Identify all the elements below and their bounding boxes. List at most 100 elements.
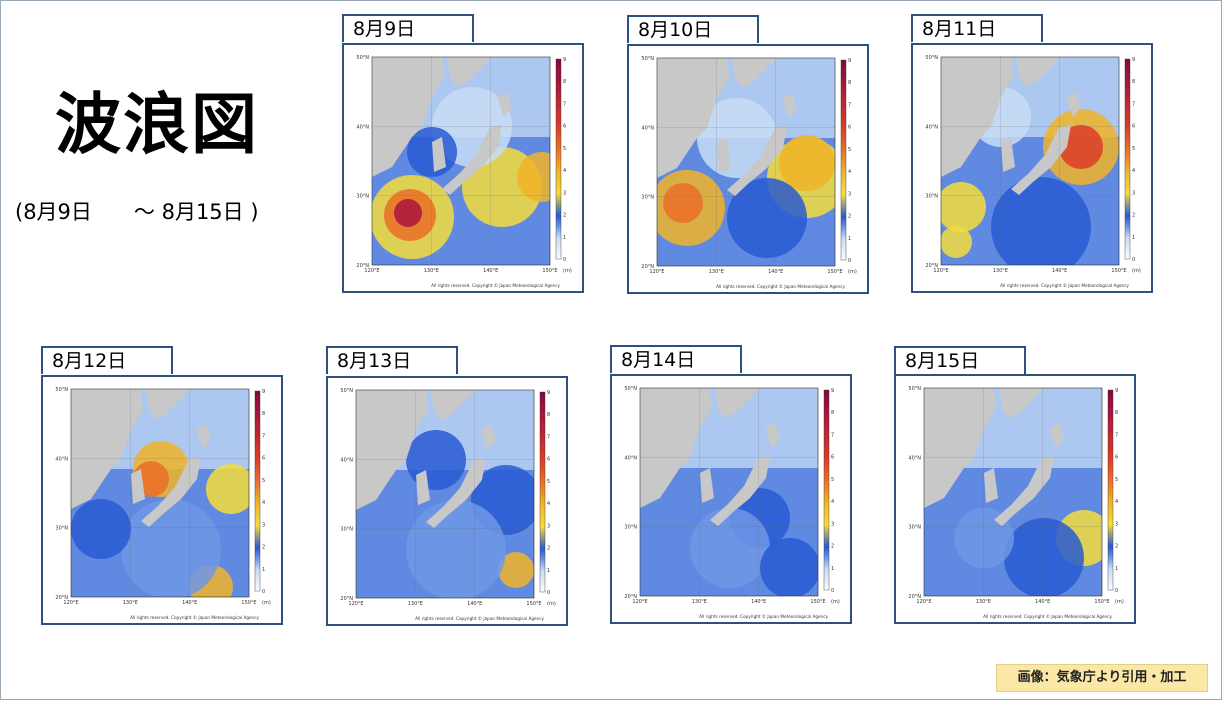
scale-tick-label: 0 bbox=[563, 257, 566, 263]
lon-tick-label: 140°E bbox=[182, 600, 197, 606]
wave-map-panel: 50°N 40°N 30°N 20°N 120°E 130°E 140°E 150°E 9 8 7 6… bbox=[41, 375, 283, 625]
scale-tick-label: 3 bbox=[547, 523, 550, 529]
copyright-label: All rights reserved. Copyright © Japan M… bbox=[716, 284, 845, 289]
scale-tick-label: 5 bbox=[1132, 146, 1135, 152]
lat-tick-label: 50°N bbox=[908, 386, 921, 392]
scale-unit-label: (m) bbox=[1115, 599, 1124, 605]
scale-tick-label: 1 bbox=[563, 235, 566, 241]
scale-tick-label: 4 bbox=[1115, 499, 1118, 505]
lon-tick-label: 150°E bbox=[827, 269, 842, 275]
scale-tick-label: 8 bbox=[547, 412, 550, 418]
scale-tick-label: 8 bbox=[831, 410, 834, 416]
scale-tick-label: 6 bbox=[848, 125, 851, 131]
scale-tick-label: 5 bbox=[547, 479, 550, 485]
lat-tick-label: 20°N bbox=[925, 263, 938, 269]
scale-tick-label: 3 bbox=[831, 521, 834, 527]
lat-tick-label: 50°N bbox=[641, 56, 654, 62]
scale-tick-label: 4 bbox=[547, 501, 550, 507]
scale-tick-label: 6 bbox=[563, 124, 566, 130]
scale-unit-label: (m) bbox=[547, 601, 556, 607]
lat-tick-label: 40°N bbox=[55, 456, 68, 462]
scale-tick-label: 9 bbox=[831, 388, 834, 394]
lat-tick-label: 40°N bbox=[340, 457, 353, 463]
date-range: (8月9日 ～ 8月15日 ) bbox=[15, 200, 259, 224]
scale-tick-label: 9 bbox=[848, 58, 851, 64]
lat-tick-label: 40°N bbox=[624, 455, 637, 461]
scale-tick-label: 1 bbox=[1115, 566, 1118, 572]
scale-tick-label: 0 bbox=[1115, 588, 1118, 594]
lat-tick-label: 30°N bbox=[925, 194, 938, 200]
lat-tick-label: 20°N bbox=[641, 264, 654, 270]
lat-tick-label: 50°N bbox=[55, 387, 68, 393]
lon-tick-label: 120°E bbox=[364, 268, 379, 274]
date-tab: 8月14日 bbox=[610, 345, 742, 373]
scale-tick-label: 2 bbox=[831, 544, 834, 550]
scale-tick-label: 4 bbox=[848, 169, 851, 175]
lon-tick-label: 140°E bbox=[1035, 599, 1050, 605]
scale-tick-label: 5 bbox=[831, 477, 834, 483]
scale-tick-label: 1 bbox=[831, 566, 834, 572]
scale-tick-label: 2 bbox=[848, 214, 851, 220]
lon-tick-label: 150°E bbox=[241, 600, 256, 606]
scale-tick-label: 2 bbox=[547, 546, 550, 552]
copyright-label: All rights reserved. Copyright © Japan M… bbox=[983, 614, 1112, 619]
scale-tick-label: 3 bbox=[1115, 521, 1118, 527]
copyright-label: All rights reserved. Copyright © Japan M… bbox=[130, 615, 259, 620]
lat-tick-label: 50°N bbox=[356, 55, 369, 61]
lon-tick-label: 120°E bbox=[649, 269, 664, 275]
scale-tick-label: 6 bbox=[1115, 455, 1118, 461]
date-tab: 8月15日 bbox=[894, 346, 1026, 374]
scale-tick-label: 9 bbox=[563, 57, 566, 63]
lon-tick-label: 120°E bbox=[632, 599, 647, 605]
date-tab: 8月10日 bbox=[627, 15, 759, 43]
scale-tick-label: 0 bbox=[262, 589, 265, 595]
wave-map-panel: 50°N 40°N 30°N 20°N 120°E 130°E 140°E 150°E 9 8 7 6… bbox=[326, 376, 568, 626]
scale-tick-label: 5 bbox=[1115, 477, 1118, 483]
scale-tick-label: 7 bbox=[547, 434, 550, 440]
scale-tick-label: 5 bbox=[262, 478, 265, 484]
lat-tick-label: 20°N bbox=[356, 263, 369, 269]
scale-tick-label: 7 bbox=[1115, 432, 1118, 438]
scale-tick-label: 9 bbox=[547, 390, 550, 396]
scale-tick-label: 4 bbox=[262, 500, 265, 506]
scale-tick-label: 2 bbox=[563, 213, 566, 219]
copyright-label: All rights reserved. Copyright © Japan M… bbox=[699, 614, 828, 619]
lat-tick-label: 20°N bbox=[908, 594, 921, 600]
copyright-label: All rights reserved. Copyright © Japan M… bbox=[415, 616, 544, 621]
scale-unit-label: (m) bbox=[262, 600, 271, 606]
lon-tick-label: 140°E bbox=[467, 601, 482, 607]
scale-tick-label: 2 bbox=[1132, 213, 1135, 219]
scale-tick-label: 6 bbox=[547, 457, 550, 463]
lon-tick-label: 150°E bbox=[542, 268, 557, 274]
scale-tick-label: 9 bbox=[262, 389, 265, 395]
scale-tick-label: 2 bbox=[1115, 544, 1118, 550]
scale-tick-label: 8 bbox=[1115, 410, 1118, 416]
lat-tick-label: 20°N bbox=[624, 594, 637, 600]
scale-tick-label: 3 bbox=[563, 190, 566, 196]
scale-tick-label: 8 bbox=[262, 411, 265, 417]
scale-tick-label: 7 bbox=[262, 433, 265, 439]
lat-tick-label: 20°N bbox=[340, 596, 353, 602]
scale-tick-label: 3 bbox=[262, 522, 265, 528]
scale-tick-label: 4 bbox=[1132, 168, 1135, 174]
scale-tick-label: 1 bbox=[547, 568, 550, 574]
wave-map-panel: 50°N 40°N 30°N 20°N 120°E 130°E 140°E 150°E 9 8 7 6… bbox=[911, 43, 1153, 293]
scale-tick-label: 1 bbox=[848, 236, 851, 242]
date-tab: 8月11日 bbox=[911, 14, 1043, 42]
scale-tick-label: 8 bbox=[563, 79, 566, 85]
lat-tick-label: 50°N bbox=[925, 55, 938, 61]
scale-tick-label: 0 bbox=[831, 588, 834, 594]
lon-tick-label: 120°E bbox=[63, 600, 78, 606]
scale-tick-label: 9 bbox=[1115, 388, 1118, 394]
credit-label: 画像：気象庁より引用・加工 bbox=[996, 664, 1208, 692]
lon-tick-label: 140°E bbox=[768, 269, 783, 275]
scale-tick-label: 4 bbox=[563, 168, 566, 174]
scale-tick-label: 8 bbox=[1132, 79, 1135, 85]
lon-tick-label: 130°E bbox=[123, 600, 138, 606]
scale-tick-label: 6 bbox=[831, 455, 834, 461]
lat-tick-label: 50°N bbox=[624, 386, 637, 392]
copyright-label: All rights reserved. Copyright © Japan M… bbox=[431, 283, 560, 288]
